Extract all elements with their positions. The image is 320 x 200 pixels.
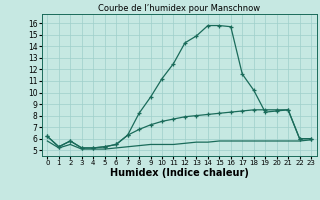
Title: Courbe de l’humidex pour Manschnow: Courbe de l’humidex pour Manschnow — [98, 4, 260, 13]
X-axis label: Humidex (Indice chaleur): Humidex (Indice chaleur) — [110, 168, 249, 178]
